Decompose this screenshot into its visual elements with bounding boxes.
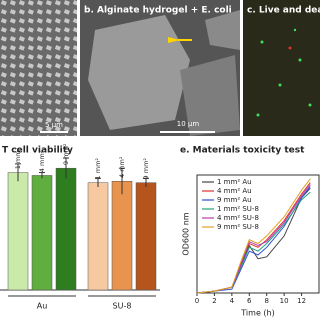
y-axis-title: OD600 nm	[182, 212, 191, 255]
x-tick-label: 0	[195, 297, 199, 305]
panel-title: b. Alginate hydrogel + E. coli	[84, 6, 232, 16]
bar	[31, 175, 53, 291]
micrograph-c	[243, 0, 320, 136]
bar-label: 9 mm²	[62, 143, 70, 165]
arrow	[168, 37, 180, 43]
x-axis-title: Time (h)	[240, 309, 274, 318]
dead-cell	[288, 46, 292, 50]
legend-label: 9 mm² SU-8	[217, 223, 259, 231]
crystal	[180, 55, 240, 136]
panel-title: c. Live and dead	[247, 6, 320, 16]
chart-title: e. Materials toxicity test	[180, 146, 305, 156]
crystal	[205, 10, 240, 50]
legend-label: 4 mm² SU-8	[217, 214, 259, 222]
bar	[87, 182, 109, 291]
scale-label: 5 µm	[45, 121, 63, 129]
x-tick-label: 6	[247, 297, 252, 305]
x-tick-label: 2	[212, 297, 216, 305]
crystal	[88, 15, 190, 130]
legend-label: 4 mm² Au	[217, 187, 252, 195]
bar-label: 4 mm²	[38, 150, 46, 172]
x-tick-label: 8	[264, 297, 268, 305]
legend-label: 1 mm² Au	[217, 178, 252, 186]
group-label: Au	[37, 302, 48, 311]
micrograph-a	[0, 0, 77, 136]
bar-label: 9 mm²	[142, 158, 150, 180]
legend-label: 9 mm² Au	[217, 196, 252, 204]
bar-label: 4 mm²	[118, 156, 126, 178]
bar	[55, 167, 77, 291]
x-tick-label: 12	[297, 297, 306, 305]
x-tick-label: 4	[230, 297, 235, 305]
bar	[111, 181, 133, 291]
chart-title: T cell viability	[2, 146, 73, 156]
scale-label: 10 µm	[177, 120, 200, 128]
bar-label: 1 mm²	[94, 158, 102, 180]
series-line	[196, 182, 311, 294]
bar	[7, 172, 29, 291]
bar	[135, 182, 157, 291]
bar-label: 1 mm²	[14, 147, 22, 169]
plot-frame	[196, 174, 320, 294]
legend-label: 1 mm² SU-8	[217, 205, 259, 213]
group-label: SU-8	[113, 302, 132, 311]
series-line	[196, 184, 311, 294]
x-tick-label: 10	[280, 297, 289, 305]
cells	[256, 28, 312, 117]
series-line	[196, 178, 311, 294]
